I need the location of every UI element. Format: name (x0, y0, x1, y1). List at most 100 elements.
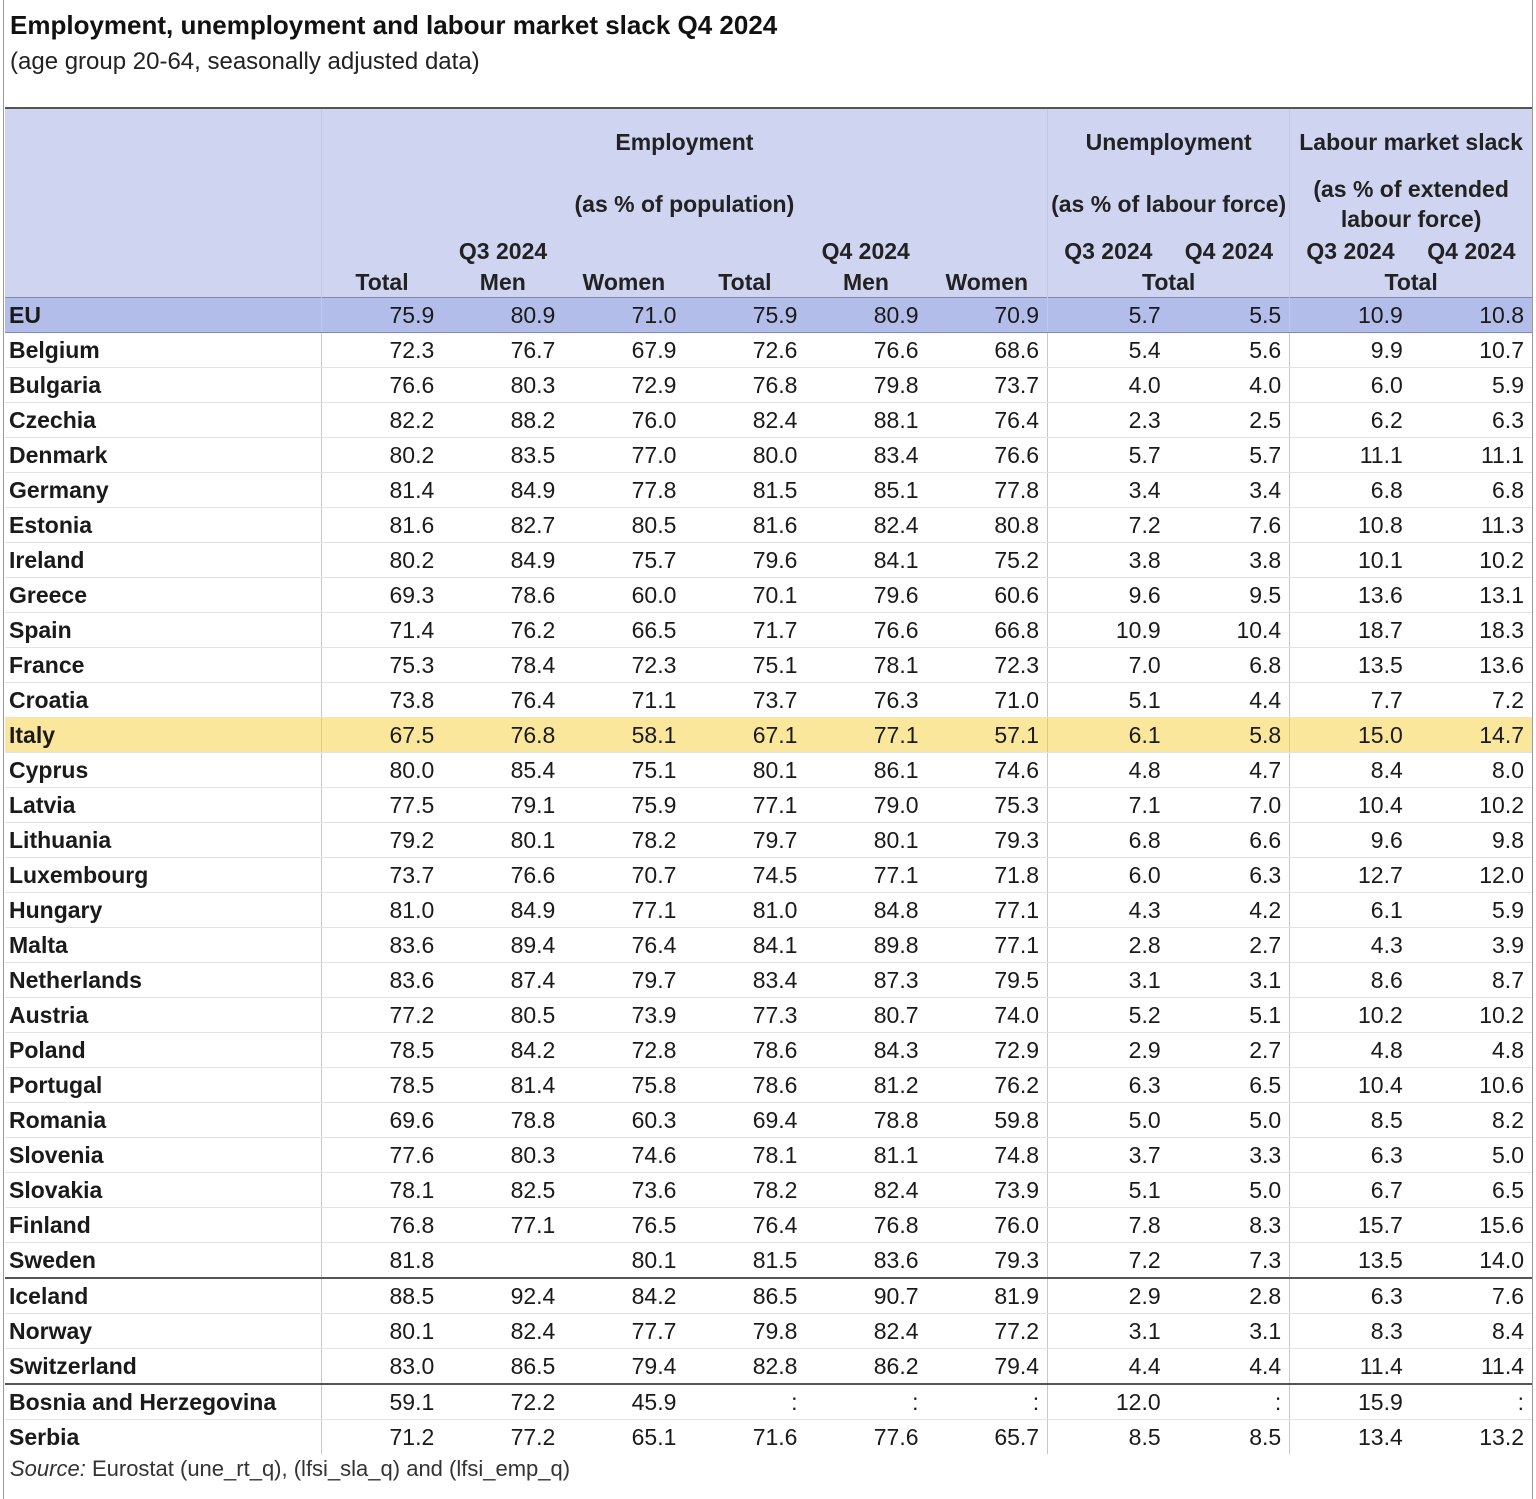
value-cell: 76.8 (321, 1207, 443, 1243)
value-cell: 79.6 (684, 542, 806, 578)
value-cell: 86.5 (442, 1348, 564, 1385)
value-cell: 71.6 (752, 1423, 798, 1450)
value-cell: 71.7 (684, 612, 806, 648)
value-cell: 76.2 (442, 612, 564, 648)
header-unemp-q3: Q3 2024 (1047, 235, 1169, 266)
value-cell: 14.0 (1410, 1242, 1532, 1279)
header-unemployment: Unemployment (1047, 107, 1291, 173)
value-cell: 3.9 (1410, 927, 1532, 963)
value-cell: 84.3 (805, 1032, 927, 1068)
value-cell: : (1410, 1383, 1532, 1420)
value-cell: 59.1 (321, 1383, 443, 1420)
value-cell: 5.6 (1168, 332, 1291, 368)
value-cell: 10.2 (1410, 542, 1532, 578)
value-cell: 76.8 (442, 717, 564, 753)
table-row: Czechia 82.2 88.2 76.0 82.4 88.1 76.4 2.3 2.5 6.2… (5, 402, 1532, 438)
table-row: Switzerland 83.0 86.5 79.4 82.8 86.2 79.4 4.4 4.… (5, 1348, 1532, 1385)
value-cell: 6.8 (1047, 822, 1169, 858)
value-cell: 75.1 (684, 647, 806, 683)
value-cell: 3.1 (1168, 962, 1291, 998)
header-unemp-total: Total (1047, 266, 1291, 298)
value-cell: 78.2 (684, 1172, 806, 1208)
value-cell: 82.4 (805, 1313, 927, 1349)
value-cell: 77.1 (926, 892, 1049, 928)
table-row: Poland 78.5 84.2 72.8 78.6 84.3 72.9 2.9 2.7 4.8 4… (5, 1032, 1532, 1068)
value-cell: 80.3 (442, 1137, 564, 1173)
country-cell: Belgium (5, 332, 322, 368)
header-emp-q3-total: Total (321, 266, 443, 298)
value-cell: 8.5 (1168, 1419, 1291, 1454)
value-cell: 67.1 (684, 717, 806, 753)
value-cell: 11.3 (1410, 507, 1532, 543)
value-cell: 79.7 (684, 822, 806, 858)
value-cell: 10.4 (1168, 612, 1291, 648)
value-cell: 83.4 (684, 962, 806, 998)
value-cell: 72.8 (563, 1032, 685, 1068)
table-row: Romania 69.6 78.8 60.3 69.4 78.8 59.8 5.0 5.0 8.5… (5, 1102, 1532, 1138)
value-cell: 8.4 (1289, 752, 1411, 788)
value-cell: 75.7 (563, 542, 685, 578)
table-row: Serbia 71.2 77.2 65.1 71.6 77.6 65.7 8.5 8.5 13.4… (5, 1419, 1532, 1454)
value-cell: 59.8 (926, 1102, 1049, 1138)
value-cell: 77.2 (321, 997, 443, 1033)
value-cell: 6.0 (1047, 857, 1169, 893)
value-cell: 8.6 (1289, 962, 1411, 998)
value-cell: 88.1 (805, 402, 927, 438)
value-cell: 75.2 (926, 542, 1049, 578)
value-cell: 5.7 (1168, 437, 1291, 473)
header-slack: Labour market slack (1289, 107, 1532, 173)
value-cell: 84.1 (684, 927, 806, 963)
source-note: Source: Eurostat (une_rt_q), (lfsi_sla_q… (10, 1456, 570, 1482)
value-cell: 58.1 (563, 717, 685, 753)
value-cell: 81.4 (321, 472, 443, 508)
value-cell: 4.8 (1289, 1032, 1411, 1068)
value-cell: 10.1 (1289, 542, 1411, 578)
value-cell: : (1168, 1383, 1291, 1420)
value-cell: 75.8 (563, 1067, 685, 1103)
value-cell: 80.9 (805, 297, 927, 333)
value-cell: 3.8 (1168, 542, 1291, 578)
value-cell: 8.5 (1289, 1102, 1411, 1138)
source-label: Source: (10, 1456, 86, 1481)
country-cell: Romania (5, 1102, 322, 1138)
value-cell: 2.7 (1168, 927, 1291, 963)
value-cell: 85.1 (805, 472, 927, 508)
value-cell (442, 1242, 564, 1279)
value-cell: 76.4 (442, 682, 564, 718)
value-cell: 84.2 (442, 1032, 564, 1068)
value-cell: 15.7 (1289, 1207, 1411, 1243)
country-cell: Slovenia (5, 1137, 322, 1173)
value-cell: 9.9 (1289, 332, 1411, 368)
value-cell: 77.0 (563, 437, 685, 473)
value-cell: 4.8 (1410, 1032, 1532, 1068)
value-cell: 81.5 (684, 1242, 806, 1279)
value-cell: 3.1 (1047, 1313, 1169, 1349)
value-cell: 82.4 (805, 1172, 927, 1208)
value-cell: 80.1 (805, 822, 927, 858)
value-cell: 69.4 (684, 1102, 806, 1138)
value-cell: 5.7 (1047, 297, 1169, 333)
value-cell: 75.9 (321, 297, 443, 333)
value-cell: 2.9 (1047, 1032, 1169, 1068)
value-cell: 7.2 (1047, 507, 1169, 543)
value-cell: 8.7 (1410, 962, 1532, 998)
value-cell: 82.8 (684, 1348, 806, 1385)
value-cell: 4.7 (1168, 752, 1291, 788)
value-cell: 76.6 (805, 612, 927, 648)
value-cell: 78.5 (321, 1067, 443, 1103)
value-cell: 83.5 (442, 437, 564, 473)
country-cell: Hungary (5, 892, 322, 928)
value-cell: 72.3 (926, 647, 1049, 683)
value-cell: 60.3 (563, 1102, 685, 1138)
value-cell: 75.3 (321, 647, 443, 683)
value-cell: 80.0 (321, 752, 443, 788)
value-cell: 82.7 (442, 507, 564, 543)
header-unemp-q4: Q4 2024 (1168, 235, 1291, 266)
value-cell: 5.1 (1047, 682, 1169, 718)
value-cell: 79.3 (926, 822, 1049, 858)
header-emp-q4-total: Total (684, 266, 806, 298)
country-cell: EU (5, 297, 322, 333)
value-cell: 77.7 (563, 1313, 685, 1349)
value-cell: 4.4 (1168, 1348, 1291, 1385)
header-emp-q3-women: Women (563, 266, 685, 298)
